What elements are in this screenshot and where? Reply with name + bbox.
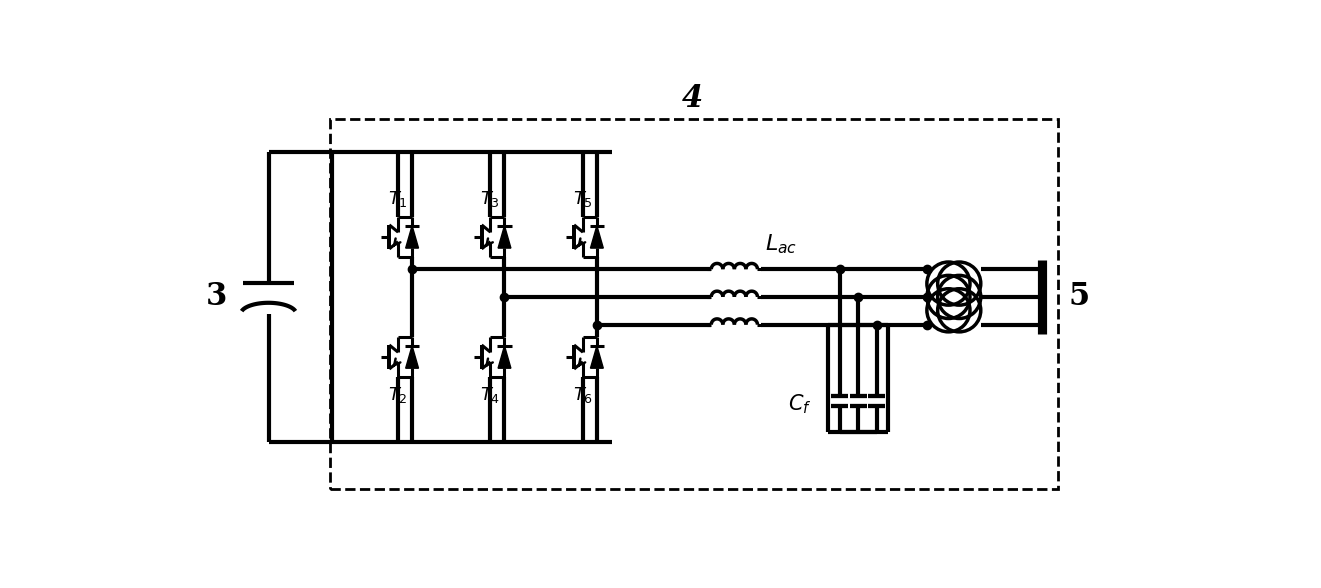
Text: 4: 4 — [682, 83, 703, 114]
Text: $T_6$: $T_6$ — [573, 385, 593, 405]
Text: $T_2$: $T_2$ — [388, 385, 408, 405]
Text: 5: 5 — [1067, 282, 1089, 312]
Polygon shape — [406, 226, 419, 248]
Text: 3: 3 — [206, 282, 227, 312]
Text: $T_5$: $T_5$ — [573, 189, 593, 209]
Text: $T_3$: $T_3$ — [481, 189, 501, 209]
Text: $C_{f}$: $C_{f}$ — [787, 392, 811, 416]
Text: $L_{ac}$: $L_{ac}$ — [765, 233, 798, 256]
Polygon shape — [590, 226, 604, 248]
Polygon shape — [406, 346, 419, 368]
Text: $T_1$: $T_1$ — [388, 189, 408, 209]
Bar — [330, 119, 1058, 489]
Text: $T_4$: $T_4$ — [481, 385, 501, 405]
Polygon shape — [498, 346, 511, 368]
Polygon shape — [590, 346, 604, 368]
Polygon shape — [498, 226, 511, 248]
